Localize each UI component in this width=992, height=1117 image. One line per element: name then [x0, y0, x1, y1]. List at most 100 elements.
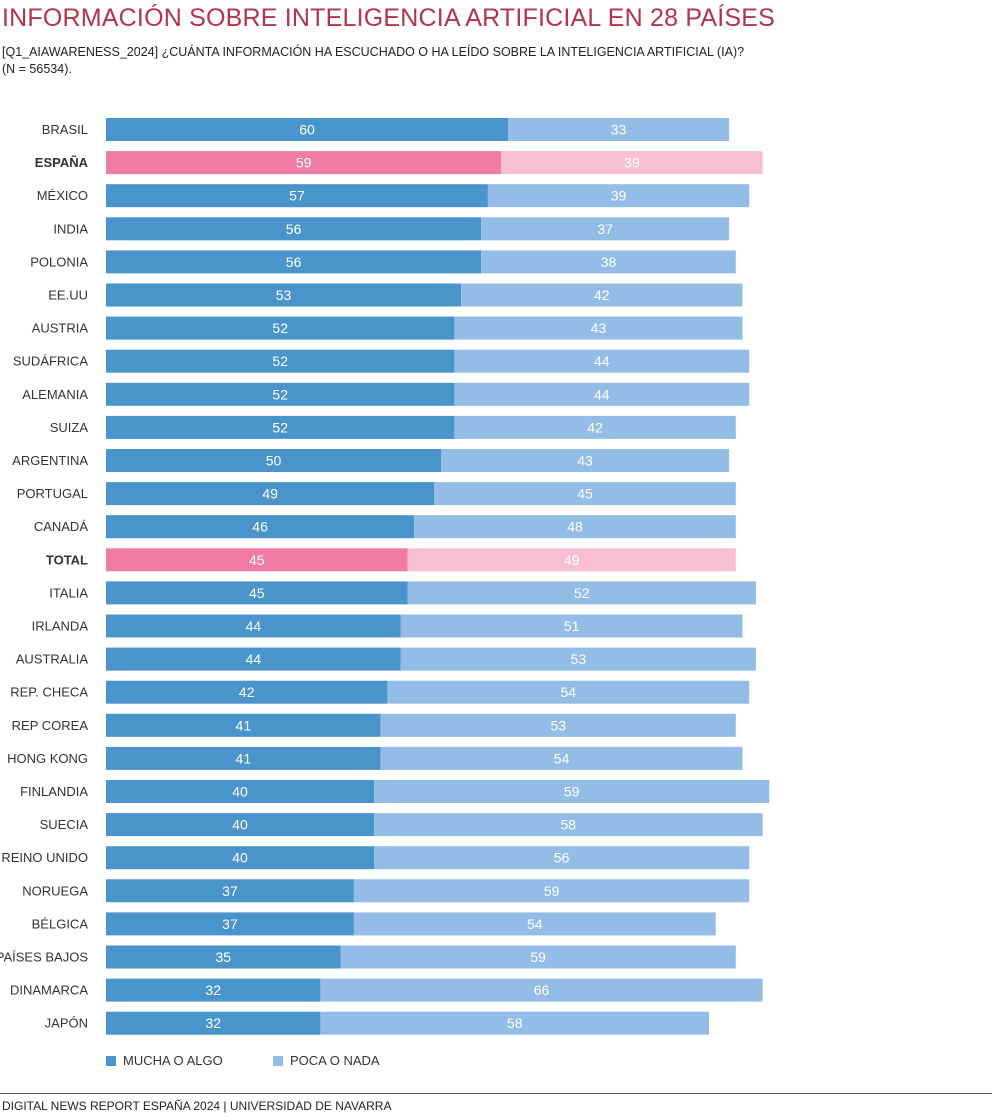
value-label-espana-series-2: 39	[624, 155, 640, 171]
category-label-ee-uu: EE.UU	[48, 288, 88, 303]
bar-sudafrica-series-1	[106, 349, 455, 373]
value-label-india-series-2: 37	[597, 221, 613, 237]
value-label-alemania-series-2: 44	[594, 386, 610, 402]
value-label-paises-bajos-series-2: 59	[530, 949, 546, 965]
bar-hong-kong-series-1	[106, 746, 381, 770]
bar-dinamarca-series-1	[106, 978, 321, 1002]
value-label-canada-series-1: 46	[252, 519, 268, 535]
footer-source: DIGITAL NEWS REPORT ESPAÑA 2024 | UNIVER…	[2, 1099, 392, 1113]
category-label-dinamarca: DINAMARCA	[10, 983, 88, 998]
category-label-india: INDIA	[53, 221, 88, 236]
category-label-austria: AUSTRIA	[32, 321, 89, 336]
category-label-suiza: SUIZA	[50, 420, 89, 435]
bar-ee-uu-series-2	[461, 283, 743, 307]
value-label-argentina-series-1: 50	[266, 453, 282, 469]
bar-dinamarca-series-2	[320, 978, 763, 1002]
bar-paises-bajos-series-1	[106, 945, 341, 969]
category-label-sudafrica: SUDÁFRICA	[13, 354, 88, 369]
value-label-portugal-series-1: 49	[262, 486, 278, 502]
value-label-austria-series-2: 43	[591, 320, 607, 336]
bar-canada-series-2	[414, 515, 736, 539]
bar-australia-series-1	[106, 647, 401, 671]
bar-reino-unido-series-2	[374, 846, 750, 870]
value-label-austria-series-1: 52	[272, 320, 288, 336]
bar-rep-corea-series-2	[380, 713, 736, 737]
bar-australia-series-2	[400, 647, 756, 671]
value-label-italia-series-1: 45	[249, 585, 265, 601]
category-label-hong-kong: HONG KONG	[7, 751, 88, 766]
bar-polonia-series-2	[481, 250, 736, 274]
value-label-noruega-series-1: 37	[222, 883, 238, 899]
bar-total-series-1	[106, 548, 408, 572]
value-label-noruega-series-2: 59	[544, 883, 560, 899]
footer-divider	[0, 1093, 992, 1094]
bar-brasil-series-1	[106, 118, 508, 141]
bar-italia-series-2	[407, 581, 756, 605]
value-label-mexico-series-2: 39	[611, 188, 627, 204]
bar-suiza-series-2	[454, 415, 736, 439]
bar-austria-series-2	[454, 316, 743, 340]
value-label-japon-series-2: 58	[507, 1015, 523, 1031]
category-label-noruega: NORUEGA	[22, 883, 88, 898]
category-label-total: TOTAL	[46, 552, 88, 567]
subtitle-question: [Q1_AIAWARENESS_2024] ¿CUÁNTA INFORMACIÓ…	[2, 45, 745, 59]
legend-label-mucha-o-algo: MUCHA O ALGO	[123, 1053, 223, 1068]
category-label-paises-bajos: PAÍSES BAJOS	[0, 950, 88, 965]
value-label-japon-series-1: 32	[205, 1015, 221, 1031]
legend-swatch-poca-o-nada	[273, 1056, 283, 1066]
bar-suiza-series-1	[106, 415, 455, 439]
bar-noruega-series-2	[353, 879, 750, 903]
value-label-rep-corea-series-2: 53	[550, 717, 566, 733]
category-label-brasil: BRASIL	[42, 122, 88, 137]
category-label-italia: ITALIA	[49, 585, 88, 600]
value-label-ee-uu-series-2: 42	[594, 287, 610, 303]
category-label-reino-unido: REINO UNIDO	[1, 850, 88, 865]
legend-label-poca-o-nada: POCA O NADA	[290, 1053, 380, 1068]
bar-argentina-series-2	[441, 449, 730, 472]
value-label-paises-bajos-series-1: 35	[215, 949, 231, 965]
bar-finlandia-series-1	[106, 780, 374, 803]
bar-india-series-1	[106, 217, 482, 241]
category-label-canada: CANADÁ	[34, 519, 89, 534]
value-label-brasil-series-2: 33	[611, 122, 627, 138]
bar-rep-checa-series-2	[387, 680, 750, 704]
bar-hong-kong-series-2	[380, 746, 743, 770]
category-label-rep-corea: REP COREA	[12, 718, 89, 733]
bar-portugal-series-1	[106, 482, 435, 506]
value-label-argentina-series-2: 43	[577, 453, 593, 469]
legend-swatch-mucha-o-algo	[106, 1056, 116, 1066]
value-label-hong-kong-series-1: 41	[236, 750, 252, 766]
bar-rep-corea-series-1	[106, 713, 381, 737]
value-label-finlandia-series-1: 40	[232, 784, 248, 800]
category-label-alemania: ALEMANIA	[22, 387, 88, 402]
value-label-suiza-series-2: 42	[587, 419, 603, 435]
bar-noruega-series-1	[106, 879, 354, 903]
value-label-dinamarca-series-1: 32	[205, 982, 221, 998]
bar-finlandia-series-2	[374, 780, 770, 803]
value-label-belgica-series-2: 54	[527, 916, 543, 932]
value-label-reino-unido-series-2: 56	[554, 850, 570, 866]
value-label-suecia-series-2: 58	[561, 817, 577, 833]
bar-japon-series-2	[320, 1011, 709, 1035]
bar-paises-bajos-series-2	[340, 945, 736, 969]
bar-reino-unido-series-1	[106, 846, 374, 870]
value-label-suecia-series-1: 40	[232, 817, 248, 833]
value-label-total-series-2: 49	[564, 552, 580, 568]
category-label-mexico: MÉXICO	[37, 188, 88, 203]
value-label-italia-series-2: 52	[574, 585, 590, 601]
bar-brasil-series-2	[508, 118, 730, 141]
category-label-polonia: POLONIA	[30, 254, 88, 269]
category-label-finlandia: FINLANDIA	[20, 784, 88, 799]
value-label-suiza-series-1: 52	[272, 419, 288, 435]
bar-suecia-series-1	[106, 813, 374, 837]
bar-italia-series-1	[106, 581, 408, 605]
category-label-suecia: SUECIA	[40, 817, 89, 832]
value-label-canada-series-2: 48	[567, 519, 583, 535]
bar-mexico-series-1	[106, 184, 488, 208]
value-label-rep-checa-series-1: 42	[239, 684, 255, 700]
stacked-bar-chart: BRASIL 60 33 ESPAÑA 59 39 MÉXICO 57 39 INDIA 56 37 P…	[0, 118, 770, 1035]
bar-mexico-series-2	[487, 184, 750, 208]
value-label-rep-corea-series-1: 41	[236, 717, 252, 733]
value-label-sudafrica-series-1: 52	[272, 353, 288, 369]
value-label-dinamarca-series-2: 66	[534, 982, 550, 998]
